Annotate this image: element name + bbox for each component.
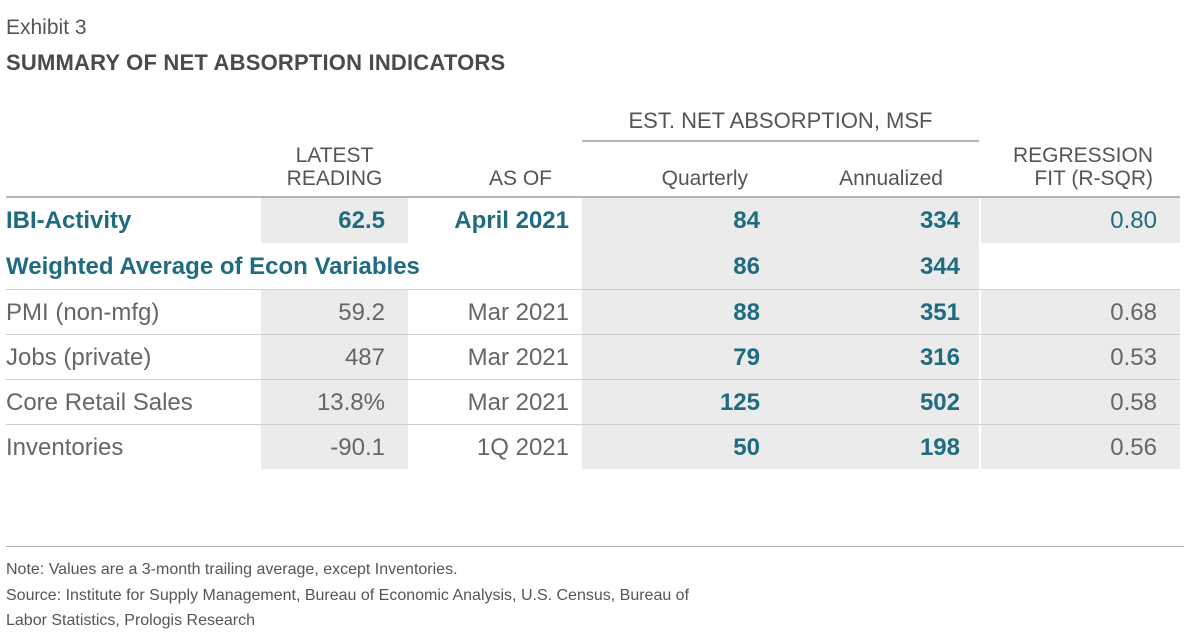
regression-value: 0.68 <box>1110 299 1157 326</box>
column-header-latest: LATEST READING <box>286 144 383 190</box>
annualized-value: 502 <box>919 389 960 416</box>
latest-reading: 62.5 <box>338 207 385 234</box>
page-title: SUMMARY OF NET ABSORPTION INDICATORS <box>6 50 506 75</box>
regression-column-shade <box>981 198 1180 243</box>
regression-value: 0.53 <box>1110 344 1157 371</box>
row-label: Inventories <box>6 434 124 461</box>
column-header-annualized: Annualized <box>839 167 943 190</box>
row-label: Jobs (private) <box>6 344 152 371</box>
footnote-source: Source: Institute for Supply Management,… <box>6 587 690 604</box>
latest-reading: -90.1 <box>330 434 385 461</box>
row-label: Weighted Average of Econ Variables <box>6 253 420 280</box>
table-row: Core Retail Sales 13.8% Mar 2021 125 502… <box>0 380 1200 425</box>
table-row: Jobs (private) 487 Mar 2021 79 316 0.53 <box>0 335 1200 380</box>
table-row: IBI-Activity 62.5 April 2021 84 334 0.80 <box>0 198 1200 243</box>
group-header-absorption: EST. NET ABSORPTION, MSF <box>628 108 933 133</box>
annualized-value: 351 <box>919 299 960 326</box>
quarterly-value: 79 <box>733 344 760 371</box>
annualized-value: 334 <box>919 207 960 234</box>
row-label: IBI-Activity <box>6 207 132 234</box>
row-divider <box>6 379 1180 380</box>
footnote-note: Note: Values are a 3-month trailing aver… <box>6 561 458 578</box>
column-header-regression: REGRESSION FIT (R-SQR) <box>1012 144 1153 190</box>
table-row: PMI (non-mfg) 59.2 Mar 2021 88 351 0.68 <box>0 290 1200 335</box>
as-of-date: Mar 2021 <box>467 389 569 416</box>
absorption-column-shade <box>582 198 979 469</box>
table-row: Weighted Average of Econ Variables 86 34… <box>0 244 1200 289</box>
header-divider <box>6 196 1180 198</box>
as-of-date: 1Q 2021 <box>476 434 569 461</box>
group-header-divider <box>582 140 979 142</box>
regression-value: 0.56 <box>1110 434 1157 461</box>
as-of-date: Mar 2021 <box>467 299 569 326</box>
quarterly-value: 125 <box>719 389 760 416</box>
footnote-divider <box>6 546 1184 547</box>
latest-reading: 13.8% <box>316 389 385 416</box>
column-header-as-of: AS OF <box>488 167 552 190</box>
row-label: PMI (non-mfg) <box>6 299 160 326</box>
latest-reading: 59.2 <box>338 299 385 326</box>
annualized-value: 198 <box>919 434 960 461</box>
quarterly-value: 50 <box>733 434 760 461</box>
latest-column-shade <box>261 198 408 243</box>
latest-reading: 487 <box>344 344 385 371</box>
annualized-value: 316 <box>919 344 960 371</box>
row-divider <box>6 334 1180 335</box>
table-row: Inventories -90.1 1Q 2021 50 198 0.56 <box>0 425 1200 470</box>
row-divider <box>6 424 1180 425</box>
regression-value: 0.58 <box>1110 389 1157 416</box>
footnote-source-continued: Labor Statistics, Prologis Research <box>6 612 255 629</box>
exhibit-label: Exhibit 3 <box>6 16 87 39</box>
quarterly-value: 84 <box>733 207 760 234</box>
column-header-quarterly: Quarterly <box>661 167 748 190</box>
quarterly-value: 86 <box>733 253 760 280</box>
row-divider <box>6 289 1180 290</box>
regression-value: 0.80 <box>1110 207 1157 234</box>
quarterly-value: 88 <box>733 299 760 326</box>
annualized-value: 344 <box>919 253 960 280</box>
as-of-date: Mar 2021 <box>467 344 569 371</box>
row-label: Core Retail Sales <box>6 389 193 416</box>
as-of-date: April 2021 <box>454 207 569 234</box>
